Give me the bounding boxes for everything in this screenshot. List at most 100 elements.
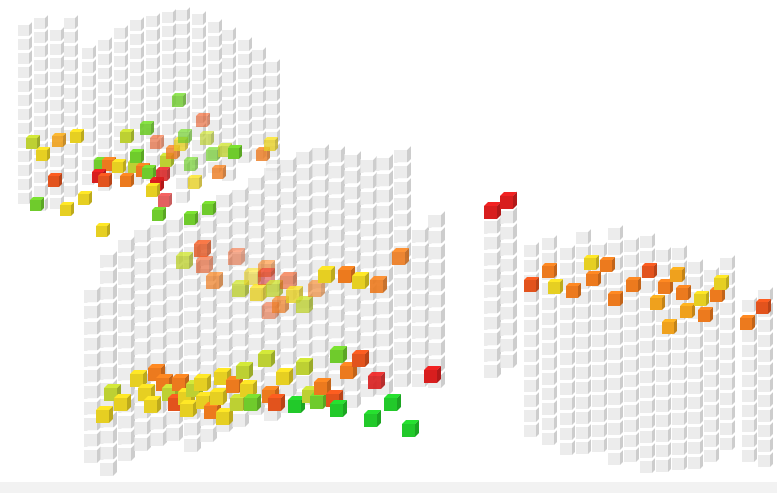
inactive-voxel bbox=[222, 69, 236, 83]
inactive-voxel bbox=[608, 390, 623, 405]
inactive-voxel bbox=[608, 450, 623, 465]
inactive-voxel bbox=[192, 53, 206, 67]
inactive-voxel bbox=[328, 210, 345, 227]
inactive-voxel bbox=[150, 253, 167, 270]
inactive-voxel bbox=[344, 215, 361, 232]
inactive-voxel bbox=[624, 237, 639, 252]
inactive-voxel bbox=[176, 7, 190, 21]
inactive-voxel bbox=[146, 41, 160, 55]
inactive-voxel bbox=[150, 285, 167, 302]
inactive-voxel bbox=[150, 413, 167, 430]
inactive-voxel bbox=[84, 302, 101, 319]
inactive-voxel bbox=[100, 443, 117, 460]
inactive-voxel bbox=[64, 57, 78, 71]
highlighted-voxel-yellow bbox=[36, 147, 50, 161]
inactive-voxel bbox=[428, 211, 445, 228]
highlighted-voxel-yellow bbox=[216, 408, 233, 425]
inactive-voxel bbox=[34, 99, 48, 113]
inactive-voxel bbox=[720, 420, 735, 435]
inactive-voxel bbox=[704, 432, 719, 447]
inactive-voxel bbox=[114, 109, 128, 123]
inactive-voxel bbox=[192, 95, 206, 109]
inactive-voxel bbox=[18, 162, 32, 176]
inactive-voxel bbox=[542, 310, 557, 325]
inactive-voxel bbox=[688, 334, 703, 349]
inactive-voxel bbox=[656, 442, 671, 457]
inactive-voxel bbox=[146, 13, 160, 27]
highlighted-voxel-green bbox=[206, 147, 220, 161]
inactive-voxel bbox=[114, 67, 128, 81]
inactive-voxel bbox=[576, 409, 591, 424]
inactive-voxel bbox=[208, 89, 222, 103]
inactive-voxel bbox=[394, 290, 411, 307]
inactive-voxel bbox=[360, 172, 377, 189]
highlighted-voxel-orange-red bbox=[150, 135, 164, 149]
inactive-voxel bbox=[34, 113, 48, 127]
inactive-voxel bbox=[758, 377, 773, 392]
inactive-voxel bbox=[376, 298, 393, 315]
inactive-voxel bbox=[758, 422, 773, 437]
inactive-voxel bbox=[312, 304, 329, 321]
inactive-voxel bbox=[146, 27, 160, 41]
inactive-voxel bbox=[742, 432, 757, 447]
inactive-voxel bbox=[134, 274, 151, 291]
inactive-voxel bbox=[592, 317, 607, 332]
highlighted-voxel-yellow bbox=[78, 191, 92, 205]
inactive-voxel bbox=[222, 55, 236, 69]
inactive-voxel bbox=[100, 363, 117, 380]
inactive-voxel bbox=[34, 169, 48, 183]
inactive-voxel bbox=[500, 351, 517, 368]
inactive-voxel bbox=[360, 156, 377, 173]
inactive-voxel bbox=[624, 252, 639, 267]
inactive-voxel bbox=[232, 202, 249, 219]
highlighted-voxel-green bbox=[172, 93, 186, 107]
inactive-voxel bbox=[84, 286, 101, 303]
inactive-voxel bbox=[296, 340, 313, 357]
inactive-voxel bbox=[376, 170, 393, 187]
inactive-voxel bbox=[542, 355, 557, 370]
inactive-voxel bbox=[176, 35, 190, 49]
inactive-voxel bbox=[484, 249, 501, 266]
inactive-voxel bbox=[524, 407, 539, 422]
inactive-voxel bbox=[18, 22, 32, 36]
inactive-voxel bbox=[592, 377, 607, 392]
inactive-voxel bbox=[216, 287, 233, 304]
inactive-voxel bbox=[360, 204, 377, 221]
inactive-voxel bbox=[576, 304, 591, 319]
inactive-voxel bbox=[238, 65, 252, 79]
inactive-voxel bbox=[672, 245, 687, 260]
inactive-voxel bbox=[176, 21, 190, 35]
inactive-voxel bbox=[238, 37, 252, 51]
inactive-voxel bbox=[758, 437, 773, 452]
inactive-voxel bbox=[312, 320, 329, 337]
inactive-voxel bbox=[252, 75, 266, 89]
inactive-voxel bbox=[344, 311, 361, 328]
inactive-voxel bbox=[296, 228, 313, 245]
inactive-voxel bbox=[146, 55, 160, 69]
inactive-voxel bbox=[560, 245, 575, 260]
highlighted-voxel-yellow bbox=[276, 368, 293, 385]
inactive-voxel bbox=[82, 143, 96, 157]
inactive-voxel bbox=[640, 278, 655, 293]
inactive-voxel bbox=[232, 218, 249, 235]
inactive-voxel bbox=[412, 290, 429, 307]
inactive-voxel bbox=[542, 400, 557, 415]
highlighted-voxel-orange-red bbox=[756, 299, 771, 314]
highlighted-voxel-red bbox=[156, 167, 170, 181]
inactive-voxel bbox=[742, 387, 757, 402]
inactive-voxel bbox=[624, 327, 639, 342]
inactive-voxel bbox=[232, 330, 249, 347]
highlighted-voxel-yellow-green bbox=[236, 362, 253, 379]
inactive-voxel bbox=[192, 11, 206, 25]
inactive-voxel bbox=[542, 385, 557, 400]
inactive-voxel bbox=[252, 47, 266, 61]
inactive-voxel bbox=[98, 93, 112, 107]
inactive-voxel bbox=[656, 247, 671, 262]
inactive-voxel bbox=[640, 443, 655, 458]
inactive-voxel bbox=[64, 183, 78, 197]
inactive-voxel bbox=[640, 233, 655, 248]
highlighted-voxel-yellow bbox=[584, 255, 599, 270]
inactive-voxel bbox=[216, 319, 233, 336]
inactive-voxel bbox=[192, 25, 206, 39]
inactive-voxel bbox=[296, 148, 313, 165]
